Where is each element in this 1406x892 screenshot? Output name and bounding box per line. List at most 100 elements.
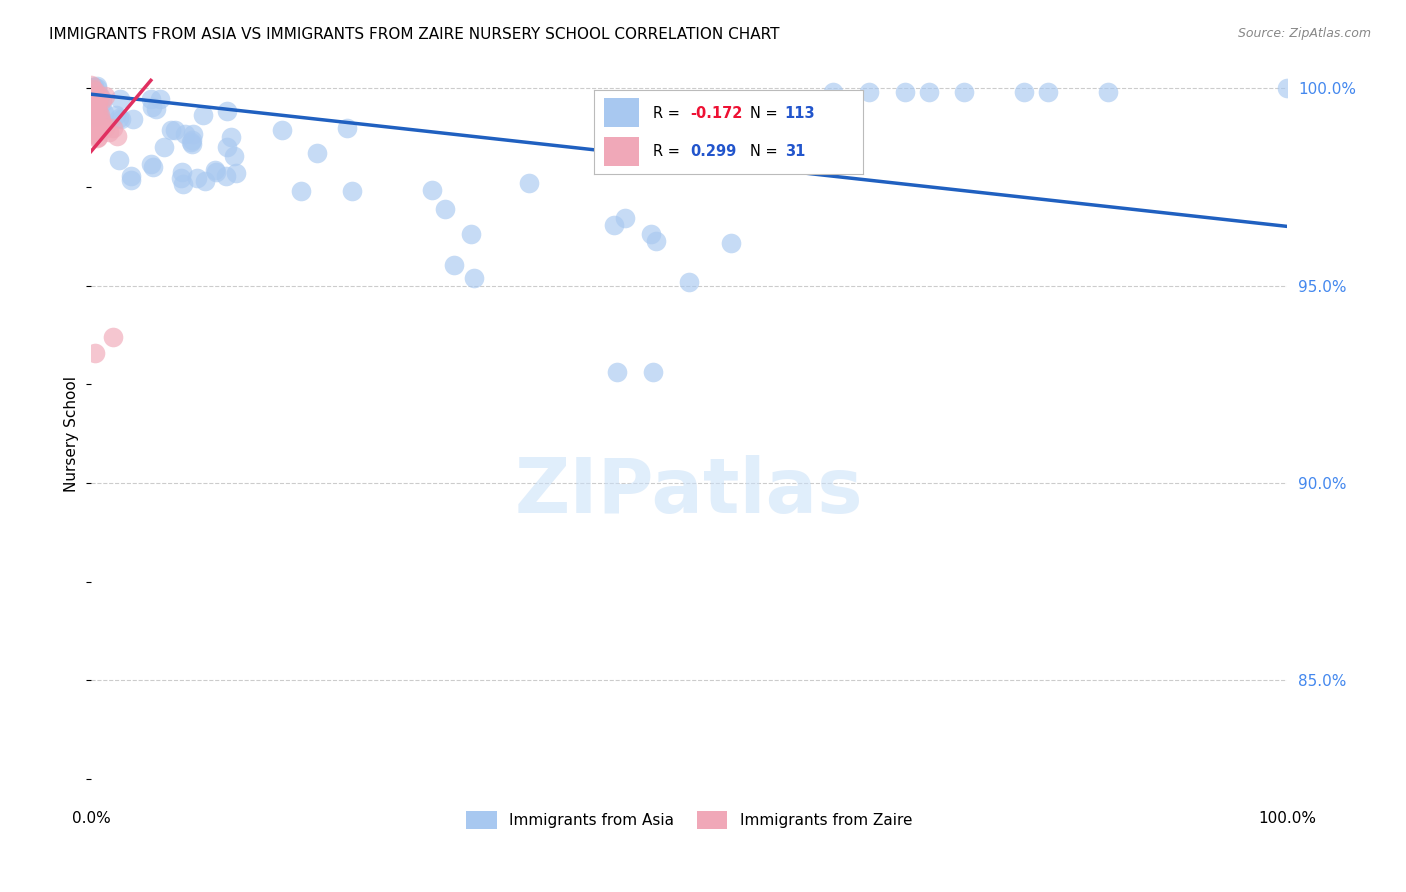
Point [141, 100, 163, 114]
Point [84, 99, 107, 113]
Point [90, 93, 112, 107]
Point [1097, 85, 1119, 99]
Point [82, 93, 104, 107]
Point [163, 122, 186, 136]
Point [170, 165, 193, 179]
Point [84, 102, 107, 116]
Point [84, 108, 107, 122]
Point [858, 85, 880, 99]
Point [82, 81, 104, 95]
Point [80, 105, 103, 120]
Point [160, 123, 183, 137]
Point [101, 330, 124, 344]
Point [606, 366, 628, 380]
Point [643, 366, 665, 380]
Point [82, 105, 104, 120]
Point [120, 169, 142, 183]
Point [84, 95, 107, 109]
Point [640, 227, 662, 241]
Point [83, 91, 105, 105]
Point [101, 120, 124, 135]
Point [87, 95, 110, 110]
Point [86, 80, 108, 95]
Point [271, 122, 294, 136]
Point [340, 184, 363, 198]
Point [83, 95, 105, 110]
Point [307, 146, 329, 161]
Point [83, 83, 105, 97]
Point [460, 227, 482, 241]
Point [86, 126, 108, 140]
Point [711, 129, 734, 144]
Point [86, 131, 108, 145]
Point [87, 94, 110, 108]
Point [83, 79, 105, 94]
Point [86, 102, 108, 116]
Y-axis label: Nursery School: Nursery School [65, 376, 79, 491]
Point [108, 111, 131, 125]
Point [94, 89, 117, 103]
Point [204, 163, 226, 178]
Point [86, 108, 108, 122]
Point [82, 103, 104, 117]
Point [104, 107, 127, 121]
Point [82, 100, 104, 114]
Point [172, 177, 194, 191]
Text: IMMIGRANTS FROM ASIA VS IMMIGRANTS FROM ZAIRE NURSERY SCHOOL CORRELATION CHART: IMMIGRANTS FROM ASIA VS IMMIGRANTS FROM … [49, 27, 780, 42]
Point [91, 117, 114, 131]
Point [80, 92, 103, 106]
Point [645, 235, 668, 249]
Point [336, 120, 359, 135]
Point [215, 169, 238, 184]
Point [91, 95, 114, 110]
Point [80, 97, 103, 112]
Point [83, 95, 105, 109]
Legend: Immigrants from Asia, Immigrants from Zaire: Immigrants from Asia, Immigrants from Za… [460, 805, 918, 835]
Point [93, 106, 115, 120]
Point [82, 105, 104, 120]
Point [80, 88, 103, 103]
Point [86, 104, 108, 119]
Point [120, 173, 142, 187]
Point [89, 98, 111, 112]
Point [83, 79, 105, 94]
Point [153, 140, 176, 154]
Point [80, 86, 103, 100]
Point [84, 104, 107, 119]
Point [83, 89, 105, 103]
Point [86, 115, 108, 129]
Point [108, 153, 131, 167]
Point [87, 104, 110, 119]
Point [80, 87, 103, 102]
Point [420, 183, 443, 197]
Point [82, 90, 104, 104]
Point [83, 109, 105, 123]
Point [181, 127, 204, 141]
Point [89, 89, 111, 103]
Point [1036, 85, 1059, 99]
Point [139, 157, 162, 171]
Point [110, 112, 132, 127]
Point [94, 120, 117, 135]
Point [181, 137, 204, 152]
Point [181, 133, 204, 147]
Point [105, 128, 128, 143]
Point [80, 81, 103, 95]
Point [82, 109, 104, 123]
Point [217, 140, 239, 154]
Point [194, 174, 217, 188]
Point [80, 103, 103, 117]
Point [678, 275, 700, 289]
Point [83, 84, 105, 98]
Point [290, 184, 312, 198]
Point [83, 106, 105, 120]
Point [215, 103, 238, 118]
Point [821, 85, 844, 99]
Point [108, 92, 131, 106]
Point [83, 345, 105, 359]
Point [84, 95, 107, 110]
Point [173, 127, 195, 141]
Point [1277, 81, 1299, 95]
Point [720, 117, 742, 131]
Point [169, 170, 191, 185]
